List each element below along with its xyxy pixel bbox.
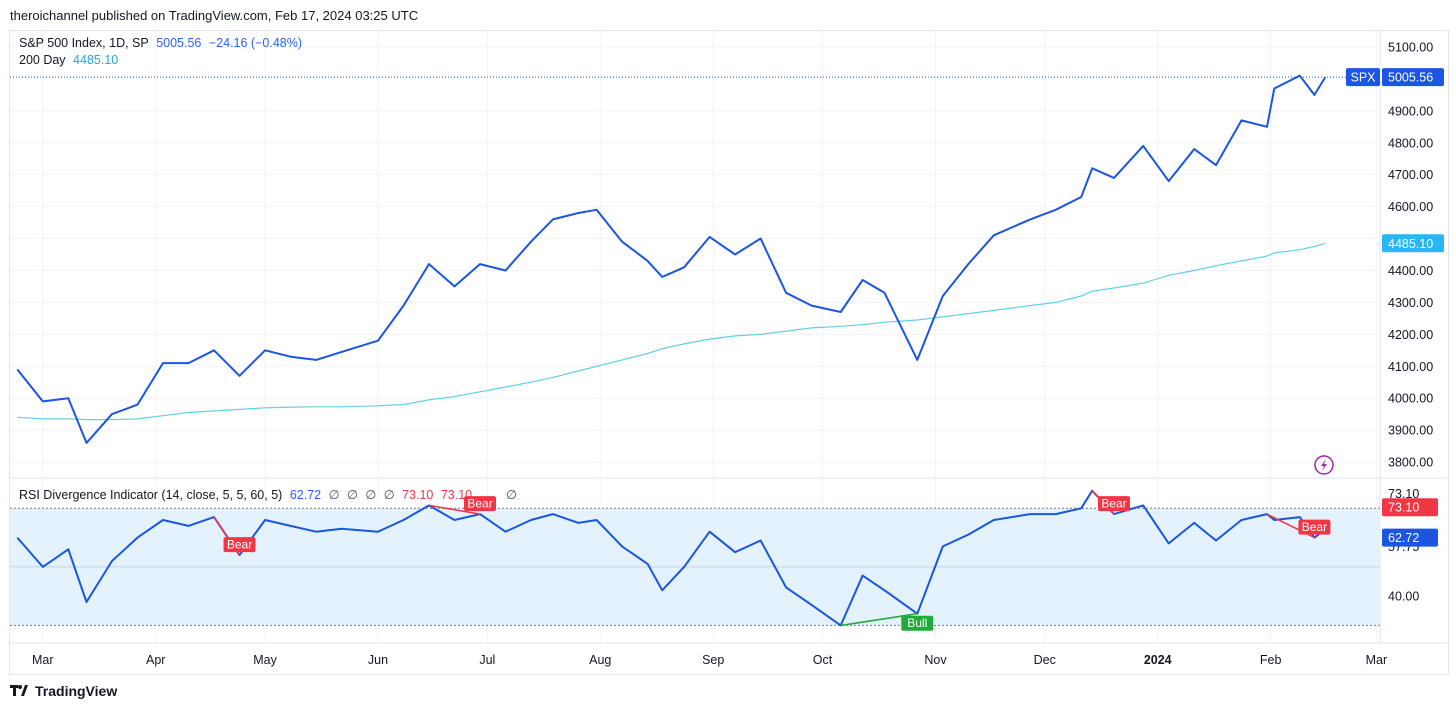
ma-label[interactable]: 200 Day [19,53,66,67]
x-tick-label: Nov [924,653,947,667]
bear-value-1: 73.10 [402,488,434,502]
ma-200-line [17,242,1326,421]
bear-label: Bear [467,497,492,511]
placeholder-3: ∅ [365,488,377,502]
spx-last-tag [1382,68,1444,87]
rsi-bear-last-value: 73.10 [1388,501,1419,515]
ma-last-tag [1382,234,1444,253]
bear-label: Bear [1302,520,1327,534]
ma-value: 4485.10 [73,53,119,67]
y-tick-label: 4100.00 [1388,360,1433,374]
x-tick-label: 2024 [1144,653,1172,667]
bear-label-box [464,496,497,512]
y-tick-label: 5100.00 [1388,40,1433,54]
price-change: −24.16 (−0.48%) [208,36,302,50]
bull-label-box [901,615,934,631]
bear-label-box [1098,496,1131,512]
y-tick-label: 4600.00 [1388,200,1433,214]
bear-label-box [223,537,256,553]
lightning-icon [1314,455,1334,475]
y-tick-label: 3900.00 [1388,424,1433,438]
x-tick-label: Sep [702,653,724,667]
bear-label: Bear [1101,497,1126,511]
placeholder-5: ∅ [506,488,517,502]
bear-value-2: 73.10 [440,488,473,502]
price-line [16,74,1327,444]
bull-label: Bull [907,616,927,630]
x-tick-label: Feb [1260,653,1282,667]
rsi-last-tag [1382,528,1438,547]
rsi-tick-label: 40.00 [1388,590,1419,604]
x-tick-label: Aug [589,653,611,667]
ma-last-value: 4485.10 [1388,237,1433,251]
bear-label-box [1298,519,1331,535]
x-tick-label: Mar [32,653,54,667]
chart-frame[interactable]: Mar Apr May Jun Jul Aug Sep Oct Nov Dec 2024 Feb Mar… [9,30,1449,675]
x-tick-label: Mar [1366,653,1388,667]
rsi-tick-label: 73.10 [1388,487,1419,501]
placeholder-2: ∅ [346,488,358,502]
placeholder-1: ∅ [328,488,340,502]
rsi-bear-last-tag [1382,498,1438,517]
y-tick-label: 4800.00 [1388,136,1433,150]
symbol-label[interactable]: S&P 500 Index, 1D, SP [19,36,149,50]
tradingview-logo[interactable]: TradingView [10,683,117,699]
tradingview-logo-icon [10,685,30,697]
y-tick-label: 4200.00 [1388,328,1433,342]
spx-last-symbol-tag [1346,68,1380,87]
y-tick-label: 4700.00 [1388,168,1433,182]
rsi-value: 62.72 [289,488,322,502]
ma-legend[interactable]: 200 Day 4485.10 [19,53,122,67]
x-tick-label: May [253,653,277,667]
y-tick-label: 4300.00 [1388,296,1433,310]
y-tick-label: 3800.00 [1388,456,1433,470]
last-price: 5005.56 [156,36,202,50]
x-tick-label: Jun [368,653,388,667]
rsi-legend[interactable]: RSI Divergence Indicator (14, close, 5, … [19,487,476,502]
rsi-last-value: 62.72 [1388,531,1419,545]
x-tick-label: Dec [1034,653,1056,667]
x-tick-label: Apr [146,653,165,667]
publish-line: theroichannel published on TradingView.c… [10,8,419,23]
rsi-label[interactable]: RSI Divergence Indicator (14, close, 5, … [19,488,283,502]
chart-canvas[interactable]: Mar Apr May Jun Jul Aug Sep Oct Nov Dec 2024 Feb Mar… [10,31,1448,674]
y-tick-label: 4400.00 [1388,264,1433,278]
x-tick-label: Oct [813,653,833,667]
y-tick-label: 4000.00 [1388,392,1433,406]
bear-divergence-line [428,504,481,515]
placeholder-4: ∅ [383,488,395,502]
spx-last-symbol: SPX [1350,71,1376,85]
spx-last-value: 5005.56 [1388,71,1433,85]
x-tick-label: Jul [479,653,495,667]
bull-divergence-line [840,612,918,627]
brand-name: TradingView [35,683,118,699]
y-tick-label: 4900.00 [1388,104,1433,118]
bear-label: Bear [227,538,252,552]
lightning-bolt-glyph [1321,459,1327,471]
main-legend[interactable]: S&P 500 Index, 1D, SP 5005.56 −24.16 (−0… [19,36,306,50]
